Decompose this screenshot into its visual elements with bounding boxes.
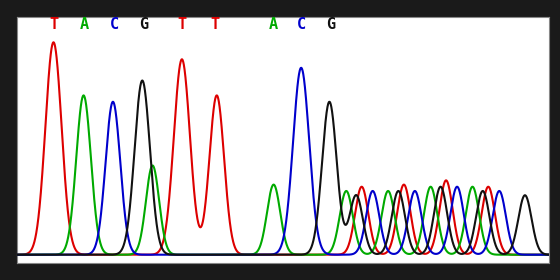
Text: A: A: [80, 17, 89, 32]
Text: A: A: [269, 17, 278, 32]
Text: T: T: [49, 17, 58, 32]
Text: C: C: [109, 17, 119, 32]
Text: T: T: [211, 17, 220, 32]
Text: G: G: [139, 17, 148, 32]
Text: G: G: [326, 17, 335, 32]
Text: T: T: [178, 17, 186, 32]
Text: C: C: [297, 17, 306, 32]
